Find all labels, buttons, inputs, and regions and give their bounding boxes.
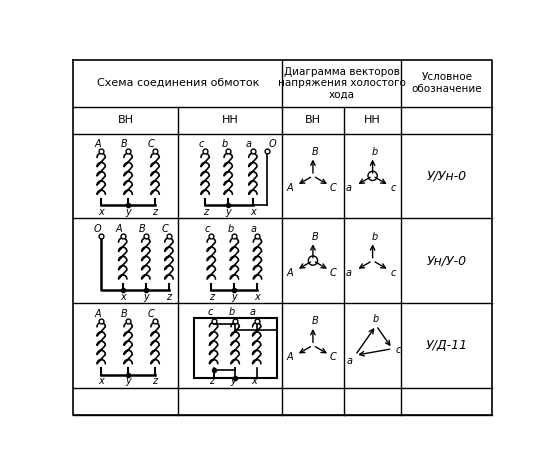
Text: O: O — [268, 139, 276, 149]
Text: z: z — [209, 292, 214, 302]
Text: c: c — [199, 139, 204, 149]
Text: ВН: ВН — [305, 115, 321, 125]
Text: B: B — [312, 317, 319, 326]
Text: a: a — [250, 307, 256, 317]
Text: НН: НН — [222, 115, 238, 125]
Text: C: C — [330, 183, 337, 193]
Text: b: b — [372, 147, 378, 157]
Text: b: b — [228, 307, 235, 317]
Text: A: A — [94, 139, 100, 149]
Text: y: y — [225, 207, 231, 217]
Text: b: b — [373, 315, 379, 325]
Text: z: z — [203, 207, 208, 217]
Text: x: x — [250, 207, 256, 217]
Text: C: C — [330, 352, 337, 362]
Text: x: x — [98, 376, 104, 387]
Text: C: C — [148, 309, 155, 319]
Text: c: c — [205, 224, 210, 234]
Text: НН: НН — [364, 115, 381, 125]
Text: Схема соединения обмоток: Схема соединения обмоток — [97, 78, 259, 88]
Text: C: C — [148, 139, 155, 149]
Text: y: y — [125, 207, 131, 217]
Text: a: a — [346, 357, 352, 366]
Text: O: O — [93, 224, 101, 234]
Text: a: a — [251, 224, 257, 234]
Text: A: A — [286, 268, 293, 277]
Text: a: a — [346, 268, 352, 277]
Text: z: z — [152, 376, 158, 387]
Text: x: x — [254, 292, 261, 302]
Text: A: A — [94, 309, 100, 319]
Text: Ун/У-0: Ун/У-0 — [427, 254, 467, 267]
Text: У/Ун-0: У/Ун-0 — [427, 170, 467, 182]
Text: Диаграмма векторов
напряжения холостого
хода: Диаграмма векторов напряжения холостого … — [278, 66, 406, 100]
Text: A: A — [115, 224, 122, 234]
Text: C: C — [330, 268, 337, 277]
Text: y: y — [230, 376, 236, 386]
Text: B: B — [121, 309, 128, 319]
Text: b: b — [221, 139, 227, 149]
Text: x: x — [252, 376, 257, 386]
Text: a: a — [246, 139, 252, 149]
Text: y: y — [231, 292, 237, 302]
Text: C: C — [162, 224, 168, 234]
Text: c: c — [207, 307, 213, 317]
Text: z: z — [209, 376, 214, 386]
Text: ВН: ВН — [118, 115, 134, 125]
Text: z: z — [166, 292, 172, 302]
Text: A: A — [286, 183, 293, 193]
Text: B: B — [312, 232, 319, 242]
Text: x: x — [98, 207, 104, 217]
Text: y: y — [125, 376, 131, 387]
Text: B: B — [121, 139, 128, 149]
Text: B: B — [139, 224, 145, 234]
Text: y: y — [143, 292, 148, 302]
Text: z: z — [152, 207, 158, 217]
Text: У/Д-11: У/Д-11 — [426, 339, 468, 352]
Text: b: b — [372, 232, 378, 242]
Text: x: x — [120, 292, 126, 302]
Text: c: c — [390, 268, 396, 277]
Text: A: A — [286, 352, 293, 362]
Text: c: c — [396, 345, 401, 355]
Text: c: c — [390, 183, 396, 193]
Text: a: a — [346, 183, 352, 193]
Text: b: b — [227, 224, 233, 234]
Text: B: B — [312, 147, 319, 157]
Text: Условное
обозначение: Условное обозначение — [412, 72, 482, 94]
